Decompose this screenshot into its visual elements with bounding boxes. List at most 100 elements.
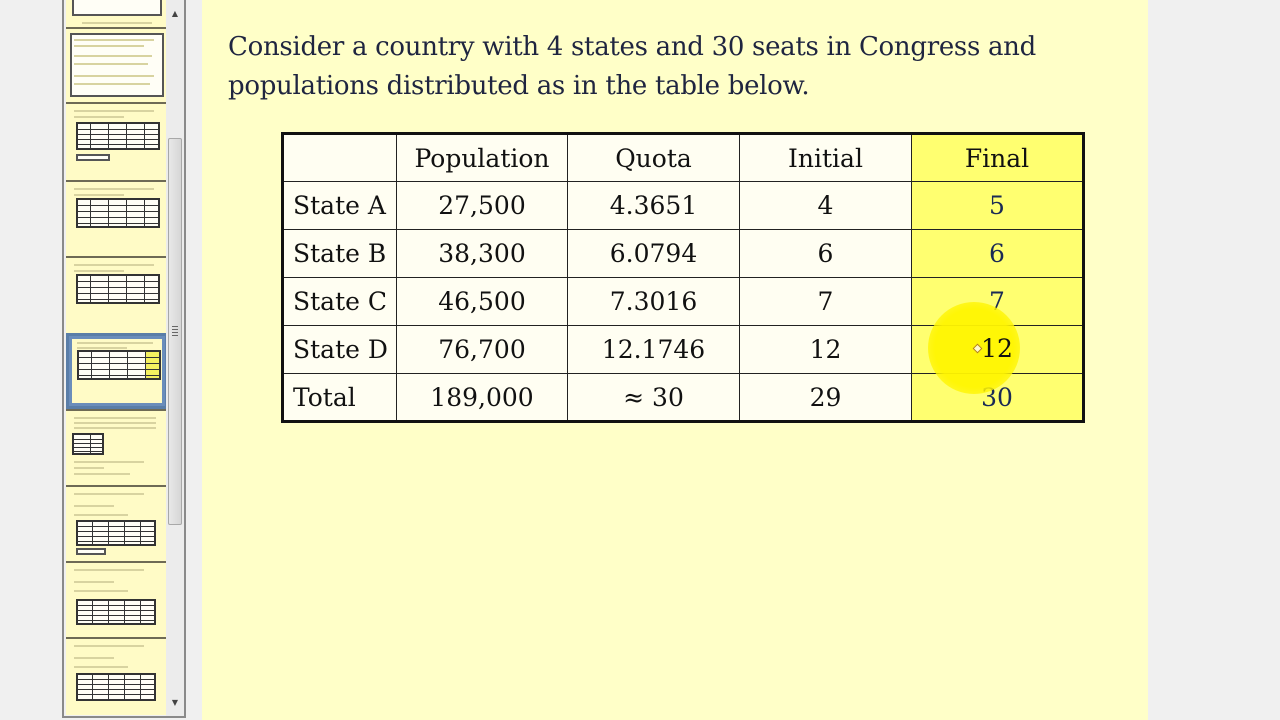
quota-cell: 6.0794 <box>567 229 740 278</box>
thumbnail-text-line <box>74 188 154 190</box>
final-cell: 30 <box>911 373 1084 422</box>
row-label: State C <box>282 277 397 326</box>
header-cell-initial: Initial <box>739 133 912 182</box>
header-cell-quota: Quota <box>567 133 740 182</box>
slide-canvas: Consider a country with 4 states and 30 … <box>202 0 1148 720</box>
slide-thumbnail[interactable] <box>66 409 168 485</box>
thumbnail-text-line <box>74 427 156 429</box>
scroll-up-arrow-icon[interactable]: ▲ <box>171 9 179 18</box>
thumbnail-table <box>77 350 161 380</box>
thumbnail-text-line <box>74 514 128 516</box>
slide-thumbnail[interactable] <box>66 485 168 561</box>
thumbnail-frame <box>72 0 162 16</box>
header-cell-population: Population <box>396 133 568 182</box>
final-cell: 7 <box>911 277 1084 326</box>
table-header-row: Population Quota Initial Final <box>282 133 1084 182</box>
thumbnail-scrollbar[interactable]: ▲ ▼ <box>166 0 184 716</box>
final-cell: 5 <box>911 181 1084 230</box>
row-label: State D <box>282 325 397 374</box>
thumbnail-table <box>76 673 156 701</box>
table-row: State A 27,500 4.3651 4 5 <box>282 181 1084 230</box>
thumbnail-text-line <box>74 666 128 668</box>
thumbnail-text-line <box>74 55 152 57</box>
initial-cell: 29 <box>739 373 912 422</box>
thumbnail-text-line <box>74 83 150 85</box>
table-row: State C 46,500 7.3016 7 7 <box>282 277 1084 326</box>
thumbnail-text-line <box>74 657 114 659</box>
thumbnail-frame <box>70 33 164 97</box>
final-cell: 6 <box>911 229 1084 278</box>
initial-cell: 4 <box>739 181 912 230</box>
quota-cell: 12.1746 <box>567 325 740 374</box>
thumbnail-button <box>76 548 106 555</box>
thumbnail-table <box>76 198 160 228</box>
thumbnail-text-line <box>74 45 144 47</box>
final-cell-state-d-value: 12 <box>981 334 1013 363</box>
thumbnail-text-line <box>74 194 124 196</box>
thumbnail-text-line <box>74 63 148 65</box>
thumbnail-button <box>76 154 110 161</box>
thumbnail-text-line <box>74 581 114 583</box>
quota-cell: 7.3016 <box>567 277 740 326</box>
thumbnail-table <box>76 520 156 546</box>
thumbnail-text-line <box>77 347 127 349</box>
row-label: State B <box>282 229 397 278</box>
scrollbar-thumb[interactable] <box>168 138 182 525</box>
thumbnail-table <box>72 433 104 455</box>
apportionment-table: Population Quota Initial Final State A 2… <box>281 132 1085 423</box>
thumbnail-text-line <box>74 116 124 118</box>
table-row-total: Total 189,000 ≈ 30 29 30 <box>282 373 1084 422</box>
left-gutter <box>0 0 62 720</box>
thumbnail-table <box>76 122 160 150</box>
right-gutter <box>1148 0 1280 720</box>
quota-cell: 4.3651 <box>567 181 740 230</box>
panel-splitter[interactable] <box>186 0 202 720</box>
thumbnail-text-line <box>74 270 124 272</box>
thumbnail-table <box>76 599 156 625</box>
population-cell: 27,500 <box>396 181 568 230</box>
thumbnail-text-line <box>74 75 154 77</box>
scroll-down-arrow-icon[interactable]: ▼ <box>171 698 179 707</box>
population-cell: 46,500 <box>396 277 568 326</box>
thumbnail-text-line <box>82 22 152 24</box>
thumbnail-text-line <box>74 461 144 463</box>
slide-thumbnail[interactable] <box>66 27 168 102</box>
slide-thumbnail[interactable] <box>66 0 168 27</box>
header-cell-final: Final <box>911 133 1084 182</box>
thumbnail-text-line <box>74 467 104 469</box>
slide-thumbnail[interactable] <box>66 637 168 715</box>
row-label: Total <box>282 373 397 422</box>
thumbnail-text-line <box>74 493 144 495</box>
slide-thumbnail[interactable] <box>66 180 168 256</box>
slide-thumbnail[interactable] <box>66 561 168 637</box>
header-cell-blank <box>282 133 397 182</box>
slide-prompt-text: Consider a country with 4 states and 30 … <box>228 32 1036 101</box>
slide-thumbnail-selected[interactable] <box>66 333 168 409</box>
thumbnail-text-line <box>74 110 154 112</box>
table-row: State D 76,700 12.1746 12 <box>282 325 1084 374</box>
thumbnail-text-line <box>74 645 144 647</box>
thumbnail-text-line <box>74 569 144 571</box>
thumbnail-text-line <box>74 590 128 592</box>
thumbnail-text-line <box>74 473 130 475</box>
slide-thumbnail[interactable] <box>66 102 168 180</box>
thumbnail-text-line <box>77 342 153 344</box>
population-cell: 189,000 <box>396 373 568 422</box>
population-cell: 38,300 <box>396 229 568 278</box>
thumbnail-table <box>76 274 160 304</box>
slide-thumbnail[interactable] <box>66 256 168 333</box>
slide-thumbnail-panel[interactable]: ▲ ▼ <box>62 0 186 718</box>
thumbnail-text-line <box>74 505 114 507</box>
initial-cell: 7 <box>739 277 912 326</box>
thumbnail-text-line <box>74 422 156 424</box>
thumbnail-text-line <box>74 264 154 266</box>
scrollbar-grip-icon <box>172 326 178 336</box>
table-row: State B 38,300 6.0794 6 6 <box>282 229 1084 278</box>
initial-cell: 6 <box>739 229 912 278</box>
initial-cell: 12 <box>739 325 912 374</box>
thumbnail-text-line <box>74 39 154 41</box>
population-cell: 76,700 <box>396 325 568 374</box>
row-label: State A <box>282 181 397 230</box>
thumbnail-text-line <box>74 417 156 419</box>
quota-cell: ≈ 30 <box>567 373 740 422</box>
